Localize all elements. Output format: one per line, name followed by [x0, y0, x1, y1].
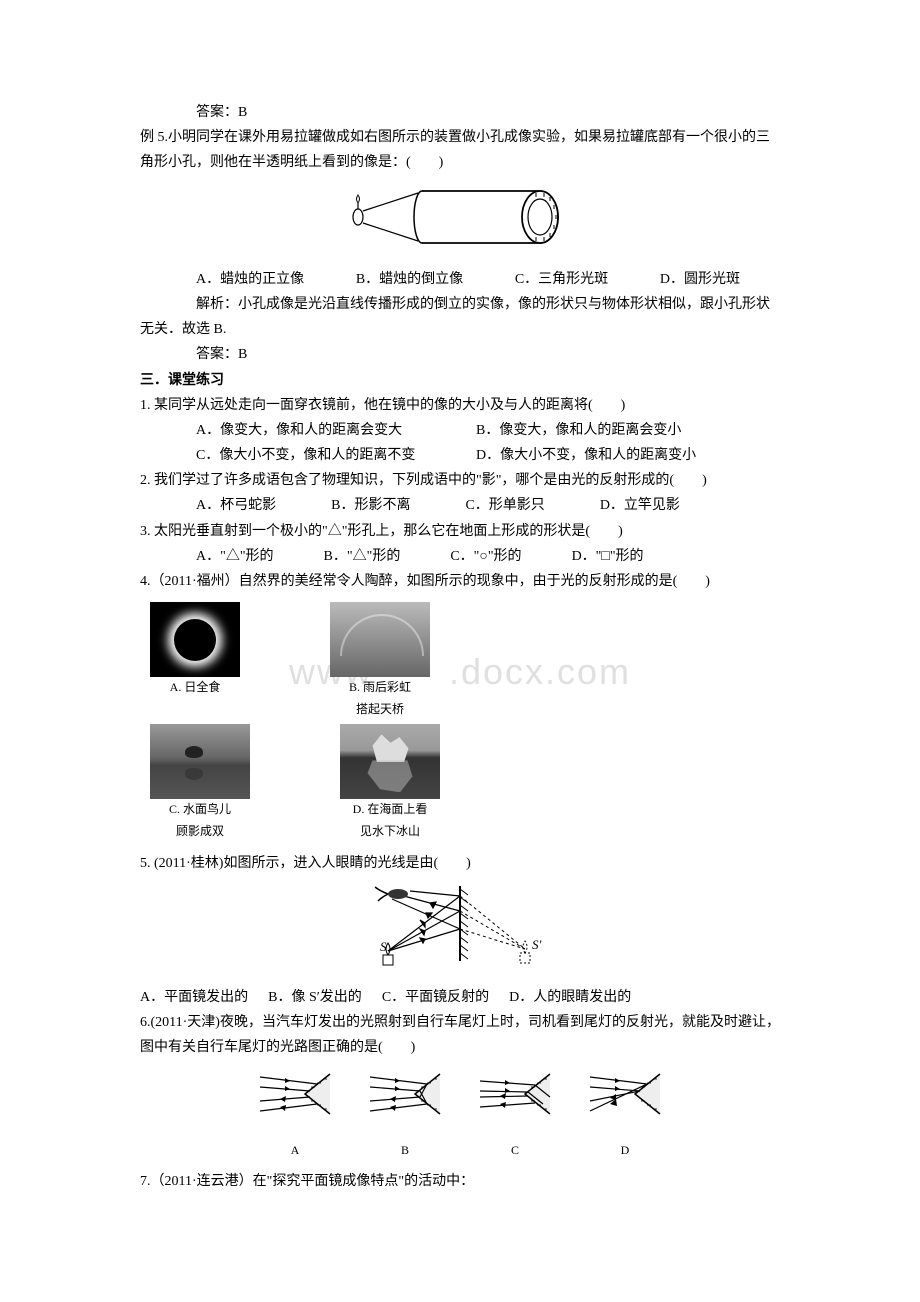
q5-figure: S S′: [140, 881, 780, 980]
ex5-optA: A．蜡烛的正立像: [196, 267, 304, 292]
q6-labelC: C: [475, 1140, 555, 1162]
q4-img-rainbow: [330, 602, 430, 677]
q6-text: 6.(2011·天津)夜晚，当汽车灯发出的光照射到自行车尾灯上时，司机看到尾灯的…: [140, 1010, 780, 1060]
q4-labelD2: 见水下冰山: [340, 821, 440, 843]
q4-img-eclipse: [150, 602, 240, 677]
q2-optB: B．形影不离: [331, 493, 410, 518]
example5-text: 例 5.小明同学在课外用易拉罐做成如右图所示的装置做小孔成像实验，如果易拉罐底部…: [140, 125, 780, 175]
q7-text: 7.（2011·连云港）在"探究平面镜成像特点"的活动中：: [140, 1169, 780, 1194]
q5-label-S: S: [380, 939, 387, 954]
q4-img-iceberg: [340, 724, 440, 799]
ex5-optB: B．蜡烛的倒立像: [356, 267, 463, 292]
answer-text: 答案：B: [140, 100, 780, 125]
q4-img-bird: [150, 724, 250, 799]
q1-optB: B．像变大，像和人的距离会变小: [476, 418, 681, 443]
ex5-optD: D．圆形光斑: [660, 267, 740, 292]
document-content: 答案：B 例 5.小明同学在课外用易拉罐做成如右图所示的装置做小孔成像实验，如果…: [140, 100, 780, 1194]
q1-optA: A．像变大，像和人的距离会变大: [196, 418, 476, 443]
q3-text: 3. 太阳光垂直射到一个极小的"△"形孔上，那么它在地面上形成的形状是( ): [140, 519, 780, 544]
q4-labelB1: B. 雨后彩虹: [330, 677, 430, 699]
q1-text: 1. 某同学从远处走向一面穿衣镜前，他在镜中的像的大小及与人的距离将( ): [140, 393, 780, 418]
q3-optD: D．"□"形的: [572, 544, 644, 569]
q6-labelA: A: [255, 1140, 335, 1162]
q4-labelD1: D. 在海面上看: [340, 799, 440, 821]
q6-figures: A: [140, 1069, 780, 1162]
section-title: 三．课堂练习: [140, 368, 780, 393]
q1-optD: D．像大小不变，像和人的距离变小: [476, 443, 696, 468]
q2-text: 2. 我们学过了许多成语包含了物理知识，下列成语中的"影"，哪个是由光的反射形成…: [140, 468, 780, 493]
q4-labelB2: 搭起天桥: [330, 699, 430, 721]
q3-optC: C．"○"形的: [450, 544, 521, 569]
q5-optD: D．人的眼睛发出的: [509, 985, 631, 1010]
q5-optC: C．平面镜反射的: [382, 985, 489, 1010]
ex5-answer: 答案：B: [140, 342, 780, 367]
q5-label-Sp: S′: [532, 937, 542, 952]
q5-optB: B．像 S′发出的: [268, 985, 362, 1010]
q5-text: 5. (2011·桂林)如图所示，进入人眼睛的光线是由( ): [140, 851, 780, 876]
q1-optC: C．像大小不变，像和人的距离不变: [196, 443, 476, 468]
q2-optC: C．形单影只: [465, 493, 544, 518]
ex5-optC: C．三角形光斑: [515, 267, 608, 292]
q4-text: 4.（2011·福州）自然界的美经常令人陶醉，如图所示的现象中，由于光的反射形成…: [140, 569, 780, 594]
example5-figure: [140, 181, 780, 262]
q4-labelC1: C. 水面鸟儿: [150, 799, 250, 821]
q4-images: A. 日全食 B. 雨后彩虹 搭起天桥 C. 水面鸟儿 顾影成双 D. 在海面上…: [150, 602, 780, 842]
ex5-analysis: 解析：小孔成像是光沿直线传播形成的倒立的实像，像的形状只与物体形状相似，跟小孔形…: [140, 292, 780, 342]
q3-optB: B．"△"形的: [324, 544, 401, 569]
q6-labelD: D: [585, 1140, 665, 1162]
q2-optD: D．立竿见影: [600, 493, 680, 518]
q6-labelB: B: [365, 1140, 445, 1162]
q4-labelA: A. 日全食: [150, 677, 240, 699]
q4-labelC2: 顾影成双: [150, 821, 250, 843]
q5-optA: A．平面镜发出的: [140, 985, 248, 1010]
q3-optA: A．"△"形的: [196, 544, 274, 569]
q2-optA: A．杯弓蛇影: [196, 493, 276, 518]
